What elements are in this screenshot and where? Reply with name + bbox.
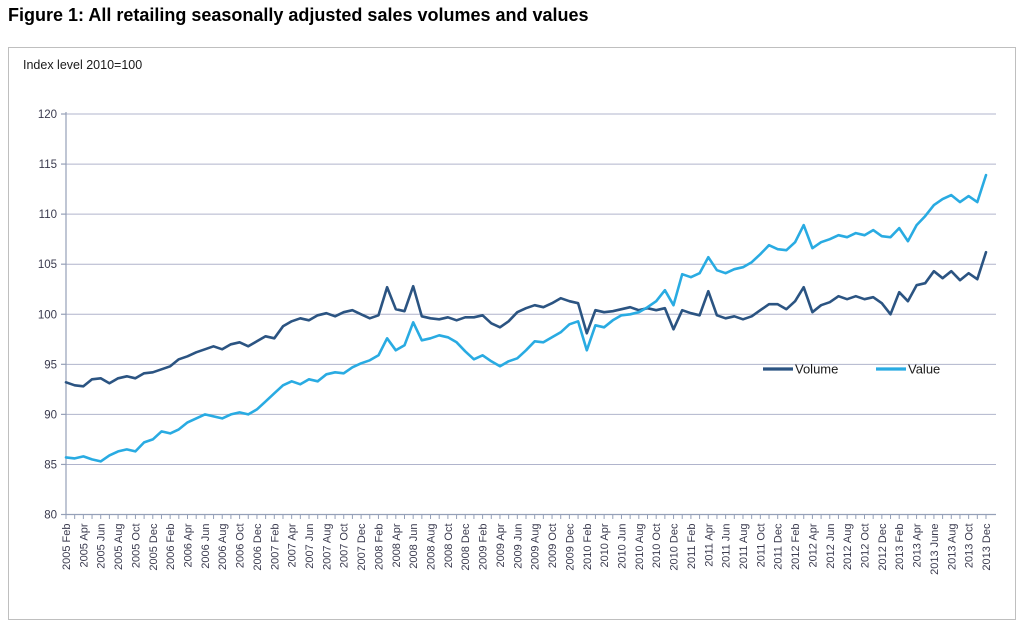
figure-title: Figure 1: All retailing seasonally adjus… bbox=[8, 5, 589, 25]
x-tick-label: 2006 Aug bbox=[217, 524, 229, 571]
x-tick-label: 2012 Aug bbox=[842, 524, 854, 571]
x-tick-label: 2005 Oct bbox=[130, 524, 142, 569]
x-tick-label: 2011 Feb bbox=[686, 524, 698, 570]
y-tick-label: 80 bbox=[44, 510, 57, 522]
x-tick-label: 2007 Apr bbox=[287, 523, 299, 567]
x-tick-label: 2013 Aug bbox=[946, 524, 958, 571]
x-tick-label: 2005 Aug bbox=[113, 524, 125, 571]
y-tick-label: 85 bbox=[44, 459, 57, 471]
x-tick-label: 2012 Oct bbox=[859, 524, 871, 569]
legend-label-value: Value bbox=[908, 362, 940, 377]
x-tick-label: 2006 Oct bbox=[235, 524, 247, 569]
x-tick-label: 2009 Oct bbox=[547, 524, 559, 569]
x-tick-label: 2005 Jun bbox=[96, 524, 108, 569]
x-tick-label: 2009 Apr bbox=[495, 523, 507, 567]
x-tick-label: 2009 Feb bbox=[478, 524, 490, 570]
x-tick-label: 2012 Feb bbox=[790, 524, 802, 570]
x-tick-label: 2006 Apr bbox=[183, 523, 195, 567]
y-tick-label: 110 bbox=[39, 209, 57, 221]
x-tick-label: 2010 Aug bbox=[634, 524, 646, 571]
x-tick-label: 2012 Jun bbox=[825, 524, 837, 569]
x-tick-label: 2011 Jun bbox=[721, 524, 733, 568]
x-tick-label: 2012 Dec bbox=[877, 523, 889, 571]
y-tick-label: 105 bbox=[38, 259, 57, 271]
x-tick-label: 2009 Dec bbox=[564, 523, 576, 571]
x-tick-label: 2005 Dec bbox=[148, 523, 160, 571]
value-line bbox=[64, 173, 988, 463]
x-tick-label: 2007 Aug bbox=[321, 524, 333, 571]
x-tick-label: 2011 Aug bbox=[738, 524, 750, 570]
index-level-note: Index level 2010=100 bbox=[23, 58, 143, 72]
x-tick-label: 2007 Jun bbox=[304, 524, 316, 569]
x-tick-label: 2007 Dec bbox=[356, 523, 368, 571]
x-tick-label: 2010 Oct bbox=[651, 524, 663, 569]
x-tick-label: 2008 Apr bbox=[391, 523, 403, 567]
x-tick-label: 2008 Jun bbox=[408, 524, 420, 569]
x-tick-label: 2013 June bbox=[929, 524, 941, 575]
x-tick-label: 2011 Oct bbox=[755, 524, 767, 568]
volume-line bbox=[64, 250, 988, 388]
x-tick-label: 2008 Aug bbox=[426, 524, 438, 571]
x-tick-label: 2008 Dec bbox=[460, 523, 472, 571]
x-tick-label: 2009 Aug bbox=[530, 524, 542, 571]
x-tick-label: 2011 Apr bbox=[703, 523, 715, 567]
x-tick-label: 2010 Feb bbox=[582, 524, 594, 570]
x-tick-label: 2013 Apr bbox=[912, 523, 924, 567]
x-tick-label: 2013 Feb bbox=[894, 524, 906, 570]
x-tick-label: 2013 Oct bbox=[964, 524, 976, 569]
legend-label-volume: Volume bbox=[795, 362, 838, 377]
x-tick-label: 2008 Oct bbox=[443, 524, 455, 569]
y-tick-label: 115 bbox=[39, 159, 57, 171]
x-tick-label: 2009 Jun bbox=[512, 524, 524, 569]
x-tick-label: 2005 Feb bbox=[61, 524, 73, 570]
y-tick-label: 100 bbox=[38, 309, 57, 321]
x-tick-label: 2010 Jun bbox=[616, 524, 628, 569]
x-tick-label: 2011 Dec bbox=[773, 523, 785, 570]
x-tick-label: 2012 Apr bbox=[807, 523, 819, 567]
x-tick-label: 2006 Jun bbox=[200, 524, 212, 569]
x-tick-label: 2007 Oct bbox=[339, 524, 351, 569]
x-tick-label: 2010 Apr bbox=[599, 523, 611, 567]
line-chart: 80 85 90 95 100 105 110 115 120 2005 Feb 2005 Apr 2… bbox=[38, 109, 996, 575]
x-tick-label: 2008 Feb bbox=[373, 524, 385, 570]
chart-container: Index level 2010=100 80 85 90 95 100 105 110 11… bbox=[8, 47, 1016, 620]
y-tick-label: 95 bbox=[44, 359, 57, 371]
x-tick-label: 2006 Feb bbox=[165, 524, 177, 570]
y-tick-label: 120 bbox=[38, 109, 57, 121]
x-tick-label: 2010 Dec bbox=[669, 523, 681, 571]
x-tick-label: 2005 Apr bbox=[78, 523, 90, 567]
x-tick-label: 2013 Dec bbox=[981, 523, 993, 571]
x-tick-label: 2006 Dec bbox=[252, 523, 264, 571]
x-tick-label: 2007 Feb bbox=[269, 524, 281, 570]
y-tick-label: 90 bbox=[44, 409, 57, 421]
